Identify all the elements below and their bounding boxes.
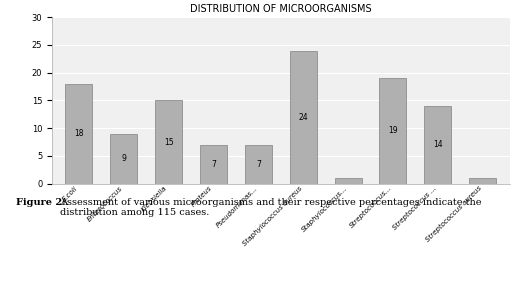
Bar (200, 145, 227, 184)
Text: 7: 7 (211, 160, 216, 169)
Bar (469, 178, 496, 184)
Text: 14: 14 (433, 140, 443, 149)
Text: Assessment of various microorganisms and their respective percentages indicate t: Assessment of various microorganisms and… (60, 198, 481, 218)
Bar (155, 100, 182, 184)
Text: 7: 7 (256, 160, 261, 169)
Text: 9: 9 (121, 154, 126, 163)
Text: 18: 18 (74, 129, 84, 138)
Bar (424, 106, 451, 184)
Text: 15: 15 (164, 137, 174, 147)
Text: 24: 24 (298, 113, 308, 122)
Bar (245, 145, 272, 184)
Bar (110, 134, 137, 184)
Bar (66, 84, 93, 184)
Title: DISTRIBUTION OF MICROORGANISMS: DISTRIBUTION OF MICROORGANISMS (190, 4, 372, 14)
Text: 19: 19 (388, 127, 398, 135)
Text: Figure 2:: Figure 2: (16, 198, 69, 207)
Bar (380, 78, 407, 184)
Bar (335, 178, 361, 184)
Bar (290, 51, 317, 184)
